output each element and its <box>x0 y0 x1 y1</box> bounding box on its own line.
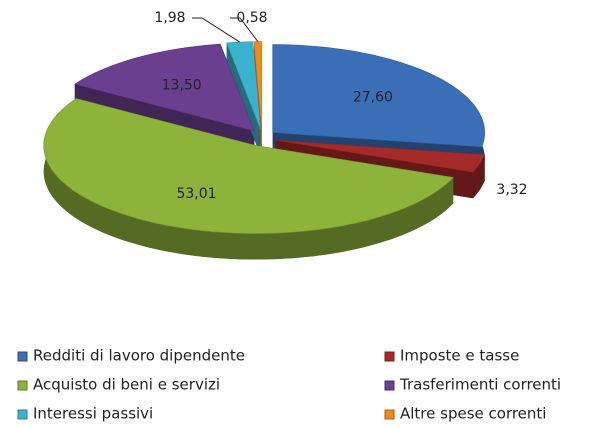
legend-swatch <box>384 409 395 420</box>
legend-swatch <box>384 351 395 362</box>
legend-swatch <box>17 351 28 362</box>
data-label: 13,50 <box>162 78 202 94</box>
legend-label: Altre spese correnti <box>400 405 546 423</box>
leader-line <box>192 17 241 43</box>
legend-swatch <box>17 380 28 391</box>
slice-outer-wall <box>473 154 485 199</box>
slice <box>226 41 261 130</box>
legend-swatch <box>384 380 395 391</box>
data-label: 27,60 <box>353 89 393 105</box>
slice <box>272 44 486 148</box>
slice-tops <box>43 41 486 234</box>
legend-label: Interessi passivi <box>33 405 153 423</box>
legend-label: Trasferimenti correnti <box>399 376 561 394</box>
data-label: 0,58 <box>236 10 267 26</box>
data-label: 1,98 <box>154 10 185 26</box>
legend-label: Imposte e tasse <box>400 347 519 365</box>
legend-swatch <box>17 409 28 420</box>
leader-line <box>230 17 259 42</box>
data-label: 3,32 <box>496 182 527 198</box>
slice <box>74 43 255 132</box>
legend-label: Redditi di lavoro dipendente <box>33 347 245 365</box>
slice <box>43 98 454 234</box>
slice <box>275 139 486 173</box>
legend-label: Acquisto di beni e servizi <box>33 376 220 394</box>
data-label: 53,01 <box>176 186 216 202</box>
